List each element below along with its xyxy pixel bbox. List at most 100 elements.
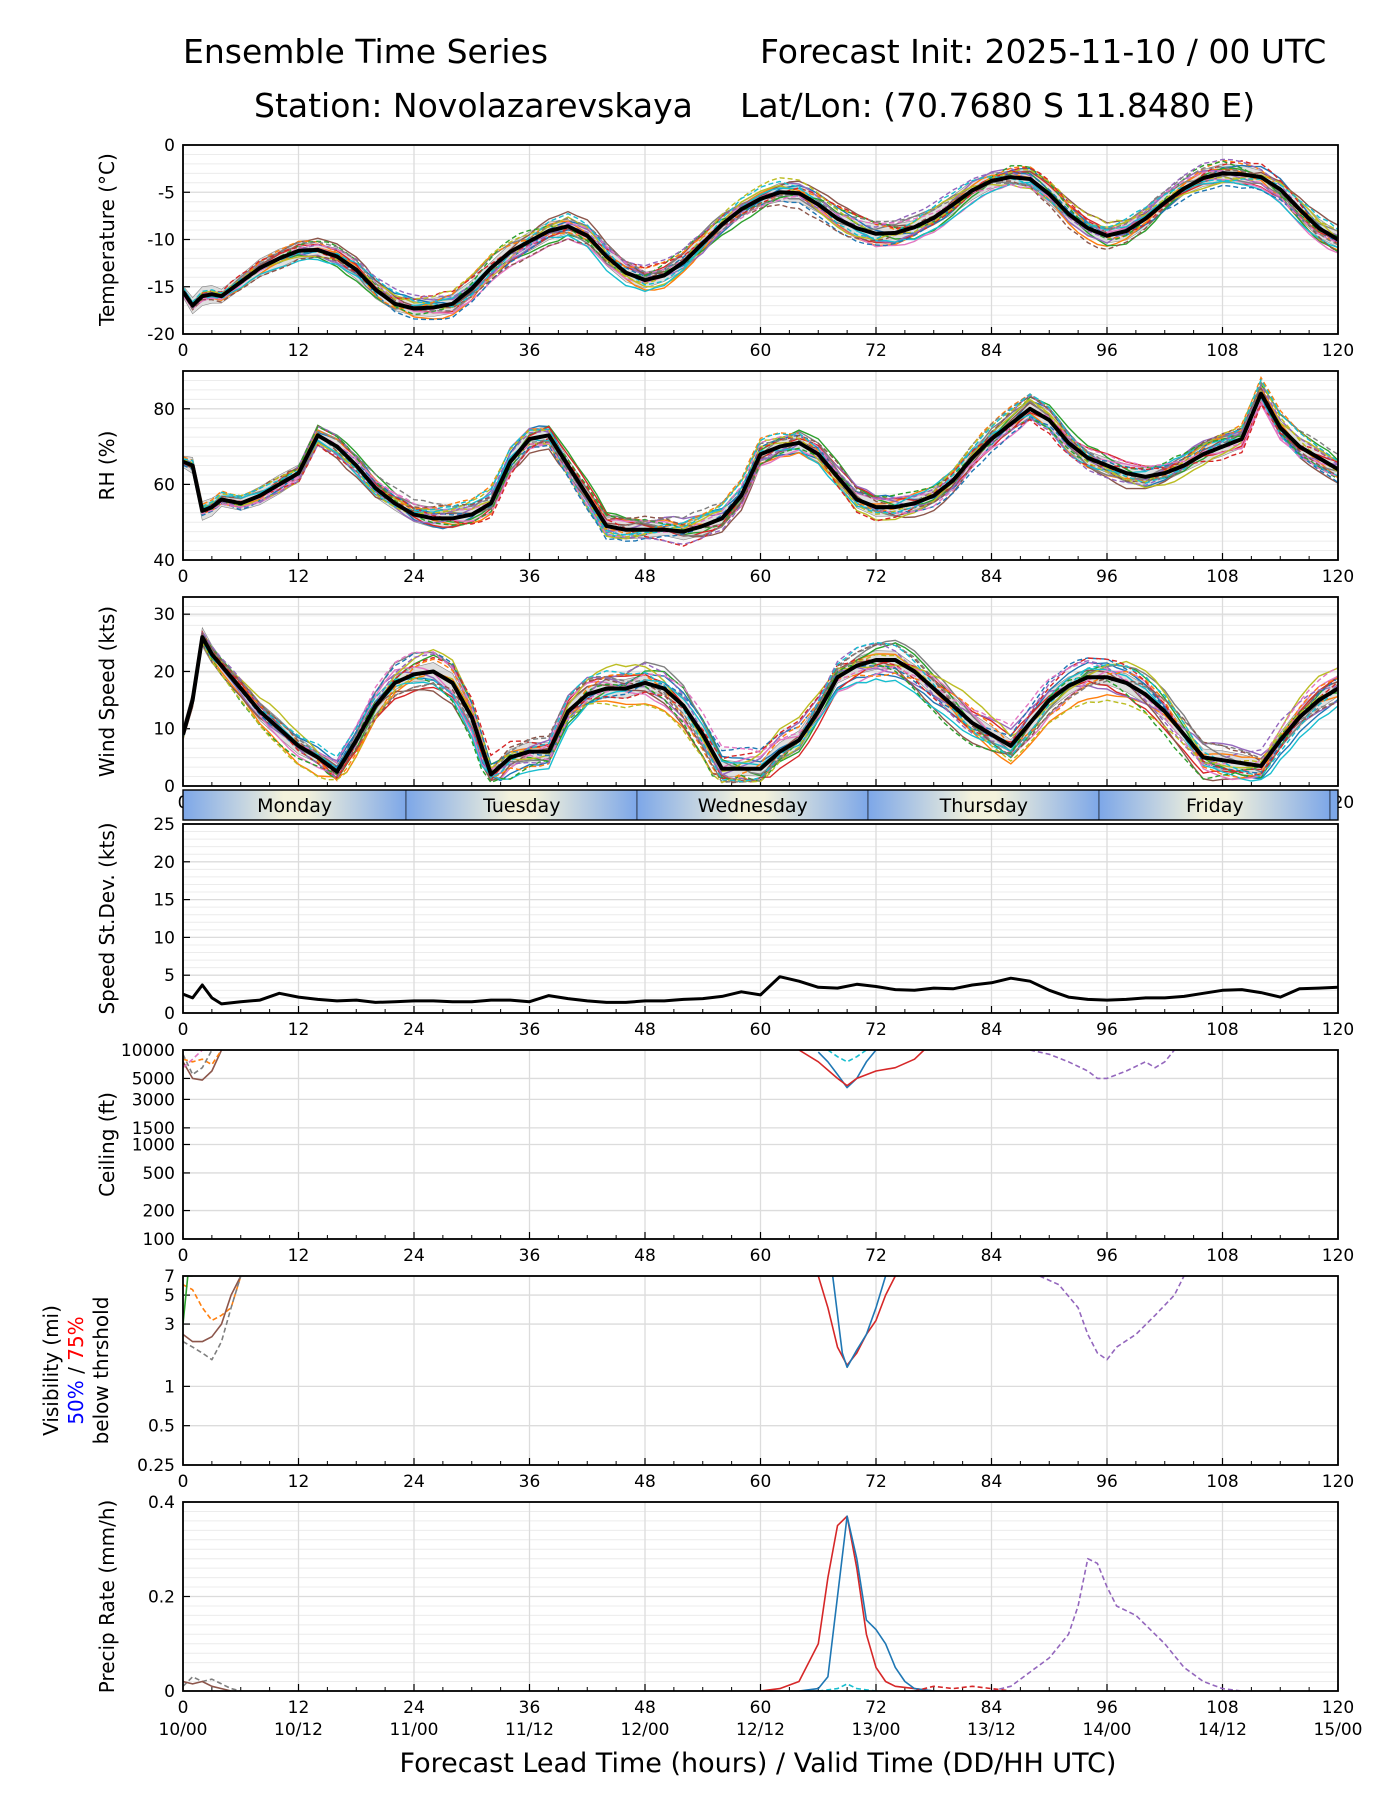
station-label: Station: Novolazarevskaya [254,86,693,125]
y-tick-label: -15 [147,278,175,298]
member-8-line [183,1276,242,1361]
x-tick-label: 84 [981,1698,1003,1718]
member-line [183,631,1338,784]
y-tick-label: 25 [153,815,175,835]
valid-time-label: 14/12 [1198,1720,1247,1740]
x-tick-label: 24 [403,1698,425,1718]
member-1-line [831,1276,887,1369]
y-axis-label: RH (%) [95,431,119,501]
member-6-line [183,1680,232,1691]
percentile-legend: 50% / 75% [64,1316,88,1424]
y-tick-label: 0 [164,777,175,797]
member-line [183,399,1338,538]
plot-frame [182,823,1339,1014]
x-tick-label: 108 [1206,1020,1238,1040]
x-tick-label: 60 [750,567,772,587]
x-axis-label: Forecast Lead Time (hours) / Valid Time … [400,1748,1117,1779]
x-tick-label: 84 [981,567,1003,587]
member-line [183,393,1338,531]
member-line [183,165,1338,312]
x-tick-label: 48 [634,567,656,587]
x-tick-label: 12 [288,341,310,361]
y-tick-label: 3 [164,1315,175,1335]
member-8-line [183,1050,213,1076]
series-group [183,1276,1185,1369]
member-3-line [183,1276,193,1325]
y-tick-label: 40 [153,551,175,571]
x-tick-label: 96 [1096,1472,1118,1492]
day-band [868,790,1100,820]
x-tick-label: 96 [1096,1246,1118,1266]
x-tick-label: 84 [981,1246,1003,1266]
member-5-line [1029,1050,1176,1080]
x-tick-label: 84 [981,1472,1003,1492]
series-group [183,1050,1176,1089]
x-tick-label: 84 [981,341,1003,361]
y-tick-label: 15 [153,891,175,911]
y-tick-label: 0 [164,1004,175,1024]
x-tick-label: 12 [288,567,310,587]
valid-time-label: 10/12 [274,1720,323,1740]
member-line [183,395,1338,542]
panel-wind: 010203001224364860728496108120Wind Speed… [95,596,1354,813]
y-tick-label: 1500 [132,1119,175,1139]
member-4-line [817,1276,897,1367]
plot-frame [182,370,1339,561]
y-tick-label: 20 [153,662,175,682]
y-tick-label: 10 [153,720,175,740]
x-tick-label: 72 [865,341,887,361]
x-tick-label: 120 [1322,1246,1354,1266]
y-tick-label: -10 [147,231,175,251]
x-tick-label: 60 [750,1246,772,1266]
x-tick-label: 24 [403,1246,425,1266]
x-tick-label: 120 [1322,1698,1354,1718]
y-tick-label: 3000 [132,1090,175,1110]
member-1-line [798,1515,934,1691]
day-label: Monday [257,795,332,817]
x-tick-label: 48 [634,1020,656,1040]
x-tick-label: 108 [1206,567,1238,587]
member-line [183,629,1338,776]
y-tick-label: 80 [153,400,175,420]
y-tick-label: 10 [153,928,175,948]
valid-time-label: 12/00 [621,1720,670,1740]
valid-time-label: 14/00 [1083,1720,1132,1740]
member-line [183,378,1338,536]
p50-label: 50% [64,1380,88,1424]
y-tick-label: 0.5 [148,1417,175,1437]
ensemble-mean-line [183,635,1338,777]
slash-label: / [64,1361,88,1380]
x-tick-label: 48 [634,1246,656,1266]
x-tick-label: 36 [519,341,541,361]
y-axis-label: Visibility (mi) [39,1305,63,1436]
valid-time-label: 12/12 [736,1720,785,1740]
plot-frame [182,1049,1339,1240]
member-5-line [991,1557,1242,1691]
x-tick-label: 60 [750,1698,772,1718]
chart-title: Ensemble Time Series [183,32,549,71]
y-axis-label: Precip Rate (mm/h) [95,1500,119,1694]
x-tick-label: 96 [1096,341,1118,361]
y-tick-label: 1000 [132,1136,175,1156]
member-line [183,395,1338,537]
y-axis-label: Temperature (°C) [95,153,119,327]
x-tick-label: 72 [865,567,887,587]
x-tick-label: 60 [750,1472,772,1492]
y-tick-label: 10000 [121,1041,175,1061]
member-line [183,633,1338,775]
y-tick-label: 5000 [132,1069,175,1089]
x-tick-label: 60 [750,1020,772,1040]
panel-rh: 40 60 80 0 12 24 36 48 60 72 84 96 108 120 RH (%) [95,370,1354,587]
day-strip-frame [182,789,1339,821]
y-tick-label: 0 [164,1682,175,1702]
forecast-init-label: Forecast Init: 2025-11-10 / 00 UTC [760,32,1327,71]
y-tick-label: 30 [153,605,175,625]
x-tick-label: 12 [288,1020,310,1040]
x-tick-label: 0 [178,1246,189,1266]
member-2-line [183,1276,242,1322]
series-group [183,376,1338,547]
y-tick-label: 0.2 [148,1588,175,1608]
y-axis-label: Wind Speed (kts) [95,606,119,777]
